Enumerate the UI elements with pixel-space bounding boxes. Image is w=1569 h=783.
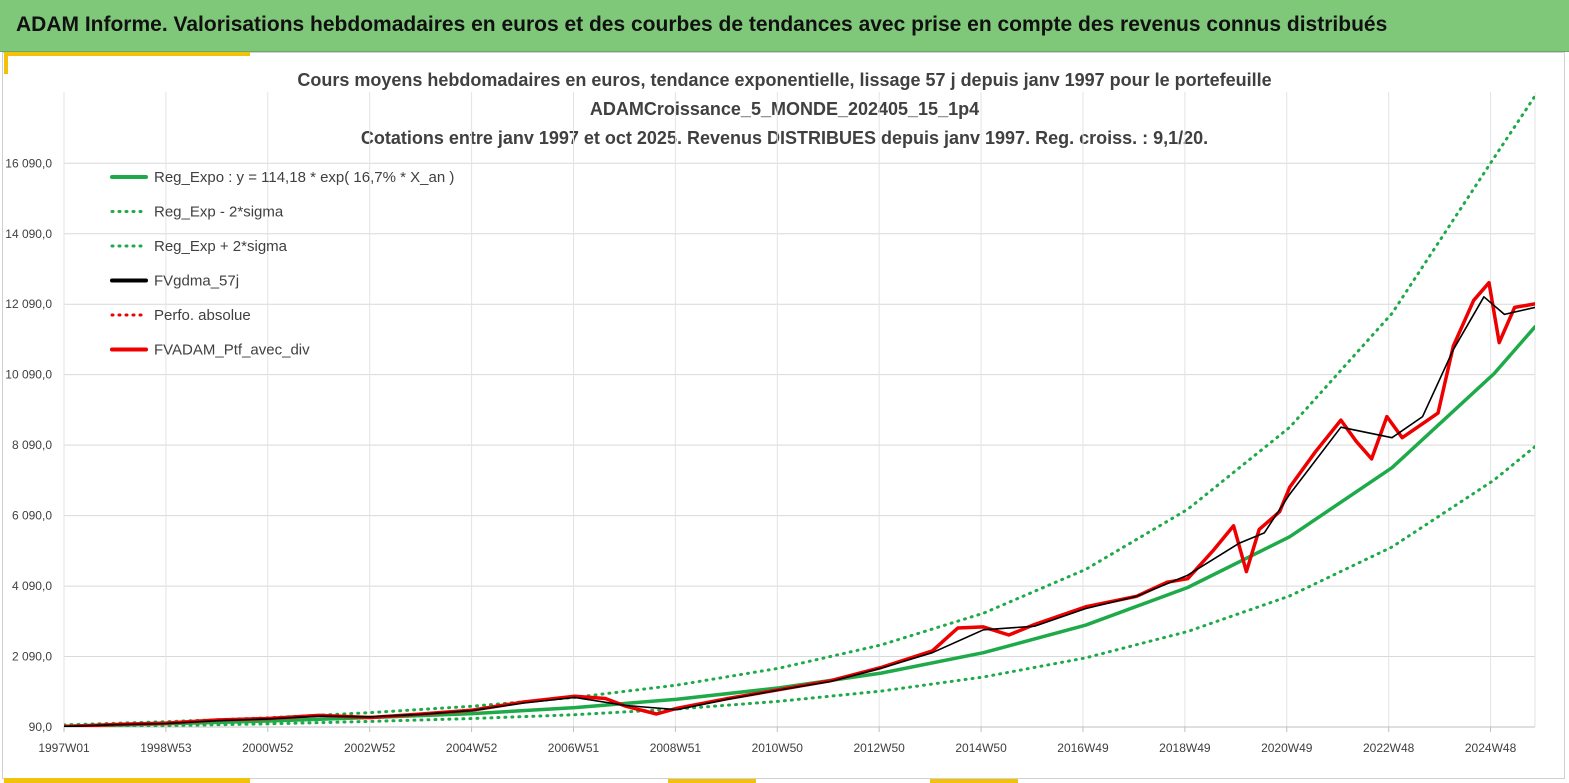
y-tick-label: 8 090,0 <box>12 438 52 452</box>
x-tick-label: 2004W52 <box>446 741 498 755</box>
x-tick-label: 2002W52 <box>344 741 396 755</box>
x-tick-label: 2010W50 <box>752 741 804 755</box>
x-tick-label: 2018W49 <box>1159 741 1211 755</box>
legend-label: Reg_Exp - 2*sigma <box>154 204 284 221</box>
y-tick-label: 16 090,0 <box>5 156 52 170</box>
y-tick-label: 4 090,0 <box>12 579 52 593</box>
series-line-reg-exp-2-sigma <box>64 445 1535 727</box>
chart-title-line-2: ADAMCroissance_5_MONDE_202405_15_1p4 <box>589 99 980 119</box>
accent-bar-bottom <box>4 778 250 783</box>
accent-bar-bottom <box>930 779 1018 783</box>
y-tick-label: 2 090,0 <box>12 650 52 664</box>
accent-bar-left <box>4 52 8 74</box>
y-tick-label: 14 090,0 <box>5 227 52 241</box>
legend-label: FVgdma_57j <box>154 273 239 290</box>
chart-frame <box>2 52 1565 779</box>
y-tick-label: 12 090,0 <box>5 297 52 311</box>
chart-title-line-3: Cotations entre janv 1997 et oct 2025. R… <box>360 128 1209 148</box>
x-tick-label: 2024W48 <box>1465 741 1517 755</box>
x-tick-label: 2020W49 <box>1261 741 1313 755</box>
chart-title-line-1: Cours moyens hebdomadaires en euros, ten… <box>297 70 1272 90</box>
legend-label: Perfo. absolue <box>154 307 251 324</box>
accent-bar-top <box>4 52 250 56</box>
legend-label: Reg_Exp + 2*sigma <box>154 238 288 255</box>
header-banner: ADAM Informe. Valorisations hebdomadaire… <box>0 0 1569 52</box>
x-tick-label: 2008W51 <box>650 741 702 755</box>
series-line-fvgdma-57j <box>64 295 1535 727</box>
y-tick-label: 6 090,0 <box>12 509 52 523</box>
legend-label: FVADAM_Ptf_avec_div <box>154 342 310 359</box>
series-line-reg-exp-2-sigma <box>64 94 1535 727</box>
x-tick-label: 1998W53 <box>140 741 192 755</box>
banner-title: ADAM Informe. Valorisations hebdomadaire… <box>16 13 1388 36</box>
legend-label: Reg_Expo : y = 114,18 * exp( 16,7% * X_a… <box>154 169 454 186</box>
accent-bar-bottom <box>668 779 756 783</box>
y-tick-label: 10 090,0 <box>5 368 52 382</box>
x-tick-label: 2016W49 <box>1057 741 1109 755</box>
x-tick-label: 2022W48 <box>1363 741 1415 755</box>
x-tick-label: 2006W51 <box>548 741 600 755</box>
x-tick-label: 2012W50 <box>853 741 905 755</box>
x-tick-label: 2000W52 <box>242 741 294 755</box>
series-line-reg-expo-y-114-18-exp-16-7-x-an <box>64 325 1535 727</box>
x-tick-label: 1997W01 <box>38 741 90 755</box>
y-tick-label: 90,0 <box>29 720 53 734</box>
x-tick-label: 2014W50 <box>955 741 1007 755</box>
